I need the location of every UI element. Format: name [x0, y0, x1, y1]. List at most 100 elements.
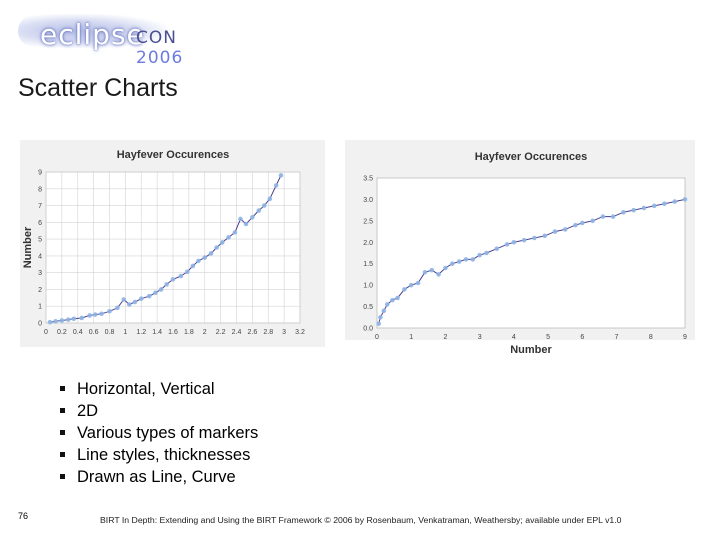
- data-point: [600, 214, 606, 219]
- data-point: [59, 318, 65, 323]
- data-point: [477, 252, 482, 258]
- x-tick-label: 0.6: [89, 329, 99, 336]
- x-tick-label: 2.6: [248, 329, 258, 336]
- list-item: Horizontal, Vertical: [60, 378, 258, 400]
- data-point: [381, 308, 387, 314]
- x-tick-label: 8: [649, 334, 653, 341]
- data-point: [47, 319, 53, 325]
- data-point: [243, 221, 249, 227]
- x-tick-label: 7: [615, 334, 619, 341]
- list-item: Various types of markers: [60, 422, 258, 444]
- y-tick-label: 8: [38, 186, 42, 193]
- data-point: [511, 239, 517, 245]
- data-point: [443, 265, 448, 271]
- data-point: [463, 257, 469, 262]
- x-tick-label: 1: [409, 334, 413, 341]
- data-point: [641, 205, 647, 211]
- x-tick-label: 1.4: [152, 329, 162, 336]
- data-point: [552, 229, 558, 234]
- data-point: [402, 287, 407, 292]
- data-point: [115, 305, 120, 311]
- list-item-text: Drawn as Line, Curve: [77, 468, 236, 486]
- bullet-marker-icon: [60, 386, 65, 391]
- chart-title: Hayfever Occurences: [117, 149, 230, 161]
- y-tick-label: 1.5: [363, 261, 373, 268]
- data-point: [470, 257, 476, 262]
- y-tick-label: 3.0: [363, 197, 373, 204]
- chart-title: Hayfever Occurences: [475, 151, 588, 163]
- data-point: [65, 317, 71, 322]
- scatter-chart-left: 0 1 2 3 4 5 6 7 8 9 0 0.2 0.4 0.6 0.8 1 1.2 1.4 1.6 1.8 2 2.2…: [20, 140, 325, 347]
- data-point: [422, 269, 428, 275]
- data-point: [278, 173, 284, 178]
- bullet-marker-icon: [60, 452, 65, 457]
- data-point: [92, 312, 98, 317]
- logo-word: eclipse: [40, 18, 145, 51]
- x-tick-label: 3: [478, 334, 482, 341]
- data-point: [376, 321, 382, 327]
- list-item-text: 2D: [77, 402, 99, 420]
- data-point: [87, 313, 92, 318]
- logo-glow: [18, 14, 168, 48]
- x-tick-label: 4: [512, 334, 516, 341]
- data-point: [256, 208, 262, 213]
- data-point: [456, 259, 462, 264]
- feature-list: Horizontal, Vertical 2D Various types of…: [60, 378, 258, 488]
- data-point: [378, 314, 383, 320]
- x-tick-label: 0.8: [105, 329, 115, 336]
- list-item: 2D: [60, 400, 258, 422]
- data-point: [190, 263, 196, 269]
- x-tick-label: 0.4: [73, 329, 83, 336]
- data-point: [621, 209, 626, 215]
- y-tick-label: 2.5: [363, 218, 373, 225]
- x-tick-label: 2: [203, 329, 207, 336]
- x-tick-label: 1.8: [184, 329, 194, 336]
- data-point: [99, 311, 104, 317]
- data-point: [132, 299, 138, 305]
- data-point: [184, 269, 190, 275]
- data-point: [273, 183, 279, 188]
- y-tick-label: 0: [38, 321, 42, 328]
- x-tick-label: 3: [282, 329, 286, 336]
- data-point: [682, 197, 688, 202]
- footer-text: BIRT In Depth: Extending and Using the B…: [100, 515, 622, 525]
- data-point: [202, 255, 208, 260]
- x-tick-label: 2: [443, 334, 447, 341]
- y-tick-label: 3.5: [363, 176, 373, 183]
- y-tick-label: 6: [38, 220, 42, 227]
- bullet-marker-icon: [60, 408, 65, 413]
- data-point: [250, 215, 255, 220]
- list-item-text: Various types of markers: [77, 424, 259, 442]
- list-item: Drawn as Line, Curve: [60, 466, 258, 488]
- x-tick-label: 3.2: [295, 329, 305, 336]
- list-item-text: Line styles, thicknesses: [77, 446, 251, 464]
- data-point: [651, 203, 657, 209]
- data-point: [226, 235, 231, 240]
- list-item-text: Horizontal, Vertical: [77, 380, 215, 398]
- data-point: [153, 290, 158, 296]
- data-point: [429, 267, 435, 273]
- y-tick-label: 9: [38, 170, 42, 177]
- data-point: [436, 272, 441, 277]
- y-tick-label: 4: [38, 253, 42, 260]
- slide-number: 76: [18, 511, 29, 521]
- scatter-chart-right: 0.0 0.5 1.0 1.5 2.0 2.5 3.0 3.5 0 1 2 3 4 5 6 7 8 9 Hayfev…: [345, 140, 695, 356]
- y-axis-label: Number: [22, 226, 34, 268]
- data-point: [542, 233, 547, 239]
- logo-con-text: CON: [136, 28, 177, 48]
- x-axis-label: Number: [510, 344, 552, 356]
- logo-con: CON 2006: [136, 28, 218, 68]
- bullet-marker-icon: [60, 430, 65, 435]
- data-point: [79, 315, 85, 321]
- data-point: [146, 293, 152, 299]
- data-point: [610, 214, 616, 219]
- data-point: [672, 199, 678, 204]
- y-tick-label: 3: [38, 270, 42, 277]
- data-point: [415, 280, 421, 286]
- data-point: [208, 251, 214, 256]
- data-point: [449, 261, 455, 267]
- x-tick-label: 0.2: [57, 329, 67, 336]
- data-point: [631, 207, 636, 213]
- y-tick-label: 2.0: [363, 240, 373, 247]
- data-point: [71, 316, 77, 322]
